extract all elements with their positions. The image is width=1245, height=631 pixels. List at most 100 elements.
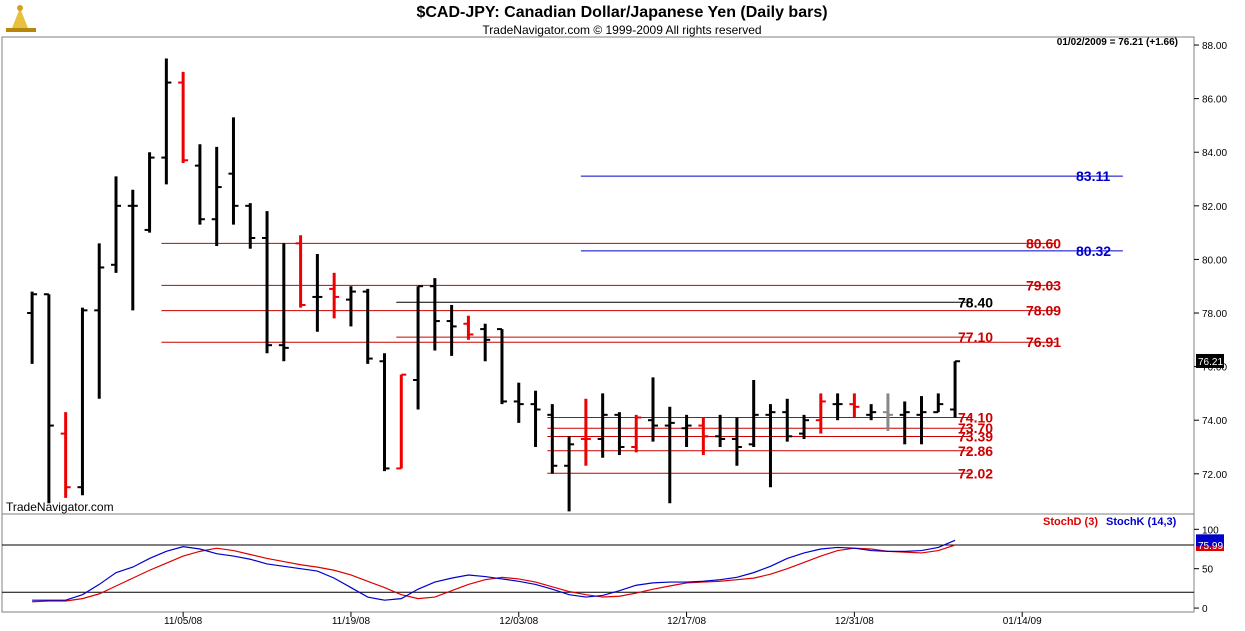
ohlc-bar [899, 401, 910, 445]
ohlc-bar [882, 393, 893, 431]
ohlc-bar [27, 291, 38, 364]
stoch-tick-label: 100 [1202, 525, 1219, 536]
price-readout: 01/02/2009 = 76.21 (+1.66) [1057, 37, 1178, 48]
watermark: TradeNavigator.com [6, 500, 114, 514]
ohlc-bar [631, 414, 642, 453]
last-price-badge: 76.21 [1196, 353, 1224, 368]
price-panel [1, 36, 1195, 515]
ohlc-bar [396, 373, 407, 470]
ohlc-bar [245, 203, 256, 249]
ohlc-bar [832, 393, 843, 421]
price-tick-label: 76.00 [1202, 363, 1227, 374]
level-label: 72.02 [958, 465, 993, 481]
ohlc-bar [228, 117, 239, 225]
date-tick-label: 12/03/08 [499, 616, 538, 627]
ohlc-bar [547, 404, 558, 474]
ohlc-bar [681, 414, 692, 448]
last-price-label: 76.21 [1198, 357, 1223, 368]
ohlc-bar [178, 71, 189, 163]
ohlc-bar [597, 393, 608, 458]
ohlc-bar [379, 353, 390, 472]
ohlc-bar [278, 243, 289, 362]
ohlc-bar [866, 404, 877, 421]
ohlc-bar [849, 393, 860, 418]
stochastic-panel [1, 513, 1195, 613]
level-label: 83.11 [1076, 168, 1110, 184]
stoch-tick-label: 0 [1202, 604, 1208, 615]
stoch-tick-label: 50 [1202, 565, 1214, 576]
date-tick-label: 12/17/08 [667, 616, 706, 627]
ohlc-bar [111, 176, 122, 273]
ohlc-bar [60, 412, 71, 498]
golden-lamp-icon [6, 5, 36, 32]
price-tick-label: 78.00 [1202, 309, 1227, 320]
level-lines: 83.11 80.32 80.60 79.03 78.40 78.09 77.10 76.91… [161, 168, 1123, 481]
ohlc-bar [362, 288, 373, 364]
date-tick-label: 01/14/09 [1003, 616, 1042, 627]
ohlc-bar [211, 146, 222, 247]
stoch-series-line [32, 539, 956, 601]
ohlc-bar [262, 211, 273, 354]
last-price-box [1196, 353, 1224, 368]
ohlc-bar [194, 144, 205, 225]
level-label: 78.40 [958, 294, 993, 310]
ohlc-bar [731, 417, 742, 466]
ohlc-bar [43, 293, 54, 504]
level-label: 74.10 [958, 410, 993, 426]
ohlc-bar [329, 272, 340, 319]
ohlc-bar [77, 307, 88, 496]
ohlc-bar [413, 285, 424, 410]
price-tick-label: 84.00 [1202, 148, 1227, 159]
ohlc-bar [815, 393, 826, 434]
price-axis: 88.00 86.00 84.00 82.00 80.00 78.00 76.00 74.00… [1194, 41, 1227, 481]
ohlc-bar [664, 406, 675, 504]
ohlc-bar [916, 396, 927, 445]
stochastic-legend: StochD (3) StochK (14,3) [1043, 516, 1177, 528]
ohlc-bar [345, 286, 356, 327]
stoch-legend-k: StochK (14,3) [1106, 516, 1177, 528]
ohlc-bar [799, 414, 810, 439]
ohlc-bar [94, 243, 105, 399]
price-tick-label: 88.00 [1202, 41, 1227, 52]
ohlc-bar [765, 404, 776, 488]
ohlc-bar [513, 382, 524, 423]
price-tick-label: 74.00 [1202, 416, 1227, 427]
level-label: 78.09 [1026, 303, 1061, 319]
level-label: 79.03 [1026, 277, 1061, 293]
ohlc-bar [698, 417, 709, 456]
ohlc-bar [496, 328, 507, 405]
ohlc-bar [463, 315, 474, 340]
stoch-last-box [1196, 534, 1224, 547]
ohlc-bar [614, 412, 625, 456]
date-axis: 11/05/08 11/19/08 12/03/08 12/17/08 12/31/08… [164, 612, 1042, 627]
ohlc-bar [580, 398, 591, 466]
date-tick-label: 12/31/08 [835, 616, 874, 627]
ohlc-bar [648, 377, 659, 442]
stoch-last-label: 75.99 [1198, 541, 1223, 552]
stochastic-reference-lines [2, 544, 1194, 593]
level-label: 80.60 [1026, 235, 1061, 251]
ohlc-bar [715, 414, 726, 448]
ohlc-bar [564, 436, 575, 512]
chart-title: $CAD-JPY: Canadian Dollar/Japanese Yen (… [416, 4, 827, 21]
ohlc-bar [782, 398, 793, 442]
price-tick-label: 80.00 [1202, 255, 1227, 266]
price-tick-label: 72.00 [1202, 470, 1227, 481]
ohlc-bar [530, 390, 541, 448]
stochastic-lines: 75.99 [32, 534, 1224, 603]
ohlc-bar [144, 152, 155, 233]
ohlc-bar [933, 393, 944, 414]
level-label: 80.32 [1076, 243, 1111, 259]
stochastic-axis: 100 50 0 [1194, 525, 1219, 615]
chart-subtitle: TradeNavigator.com © 1999-2009 All right… [482, 23, 761, 37]
level-label: 73.70 [958, 420, 993, 436]
ohlc-bar [950, 360, 961, 418]
stoch-series-line [32, 544, 956, 603]
ohlc-bar [748, 380, 759, 448]
price-bars [27, 58, 961, 512]
date-tick-label: 11/19/08 [332, 616, 371, 627]
ohlc-bar [429, 278, 440, 351]
ohlc-bar [295, 235, 306, 308]
level-label: 77.10 [958, 329, 993, 345]
